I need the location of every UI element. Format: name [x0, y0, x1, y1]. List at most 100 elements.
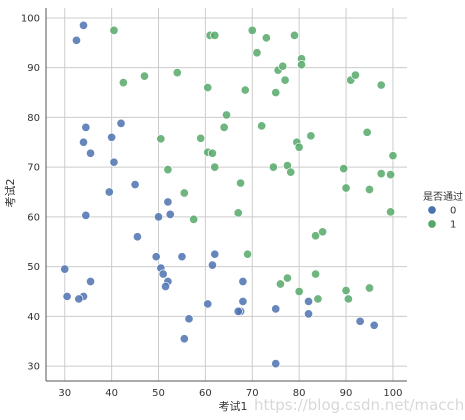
data-point-series-0: [132, 232, 142, 242]
y-tick-label: 30: [27, 362, 40, 373]
data-point-series-1: [364, 184, 375, 195]
data-point-series-1: [296, 60, 307, 70]
data-point-series-0: [163, 197, 173, 207]
data-point-series-1: [282, 273, 292, 283]
data-point-series-1: [343, 294, 353, 304]
data-point-series-1: [376, 80, 386, 90]
data-point-series-0: [78, 20, 89, 30]
data-point-series-0: [179, 334, 189, 344]
data-point-series-0: [177, 252, 187, 262]
data-point-series-0: [210, 249, 220, 259]
data-point-series-0: [271, 359, 281, 369]
y-tick-label: 60: [27, 212, 40, 223]
data-point-series-1: [311, 231, 321, 241]
legend-label-0: 0: [450, 206, 456, 217]
data-point-series-1: [271, 87, 281, 98]
data-point-series-1: [210, 162, 220, 172]
grid: [46, 8, 407, 381]
data-point-series-1: [386, 170, 396, 180]
data-point-series-1: [261, 33, 271, 43]
data-point-series-1: [156, 134, 166, 144]
data-point-series-0: [233, 306, 243, 316]
data-point-series-1: [376, 169, 386, 179]
data-point-series-1: [294, 286, 304, 297]
x-tick-label: 70: [246, 388, 259, 399]
data-point-series-0: [238, 296, 248, 306]
data-point-series-1: [203, 83, 213, 93]
data-point-series-0: [165, 209, 175, 219]
data-point-series-0: [303, 309, 314, 319]
data-point-series-1: [364, 283, 375, 293]
data-point-series-1: [219, 122, 229, 132]
legend: 是否通过 0 1: [423, 190, 463, 231]
y-axis-ticks: 30 40 50 60 70 80 90 100: [21, 13, 40, 372]
x-tick-label: 80: [293, 388, 306, 399]
data-point-series-0: [158, 269, 168, 279]
data-point-series-0: [85, 148, 96, 158]
data-point-series-1: [318, 227, 328, 237]
data-point-series-0: [60, 264, 70, 274]
x-axis-label: 考试1: [219, 400, 248, 413]
data-point-series-1: [207, 148, 217, 158]
y-tick-label: 40: [27, 312, 40, 323]
data-point-series-0: [104, 187, 114, 197]
data-point-series-1: [286, 167, 296, 177]
data-points: [60, 20, 398, 369]
x-axis-ticks: 30 40 50 60 70 80 90 100: [58, 388, 402, 399]
data-point-series-1: [278, 61, 288, 71]
data-point-series-0: [62, 291, 72, 302]
data-point-series-1: [386, 207, 396, 217]
data-point-series-1: [236, 178, 246, 188]
data-point-series-0: [151, 252, 161, 262]
data-point-series-0: [71, 35, 82, 45]
axes-spines: [45, 8, 407, 382]
data-point-series-1: [247, 25, 257, 35]
data-point-series-1: [163, 165, 173, 175]
data-point-series-0: [238, 276, 248, 287]
data-point-series-0: [184, 314, 194, 324]
data-point-series-1: [189, 214, 199, 224]
data-point-series-1: [196, 133, 206, 143]
data-point-series-1: [139, 71, 150, 81]
data-point-series-1: [350, 70, 360, 80]
data-point-series-0: [161, 281, 171, 292]
watermark-text: https://blog.csdn.net/macchet: [254, 396, 465, 414]
data-point-series-1: [306, 131, 316, 141]
data-point-series-1: [275, 279, 285, 289]
data-point-series-1: [341, 285, 351, 296]
data-point-series-1: [268, 162, 278, 172]
legend-label-1: 1: [450, 220, 456, 231]
y-axis-label: 考试2: [4, 179, 17, 208]
data-point-series-1: [311, 269, 321, 279]
data-point-series-0: [81, 210, 91, 220]
data-point-series-0: [203, 299, 213, 309]
data-point-series-1: [240, 85, 250, 95]
data-point-series-0: [130, 180, 140, 190]
data-point-series-1: [118, 78, 128, 88]
data-point-series-1: [233, 208, 243, 218]
data-point-series-1: [172, 68, 182, 78]
data-point-series-1: [257, 121, 267, 131]
legend-title: 是否通过: [423, 190, 463, 203]
data-point-series-0: [355, 316, 365, 326]
data-point-series-0: [78, 137, 89, 147]
x-tick-label: 90: [340, 388, 353, 399]
data-point-series-1: [388, 151, 398, 161]
y-tick-label: 70: [27, 163, 40, 174]
data-point-series-1: [109, 25, 119, 35]
data-point-series-0: [207, 260, 217, 270]
legend-swatch-1: [427, 219, 437, 229]
data-point-series-1: [339, 164, 349, 174]
data-point-series-0: [271, 304, 281, 314]
data-point-series-0: [74, 294, 84, 304]
y-tick-label: 80: [27, 113, 40, 124]
y-tick-label: 90: [27, 63, 40, 74]
y-tick-label: 100: [21, 13, 40, 24]
data-point-series-1: [294, 142, 304, 152]
data-point-series-1: [313, 294, 323, 304]
x-tick-label: 40: [105, 388, 118, 399]
data-point-series-1: [362, 127, 372, 137]
data-point-series-1: [289, 30, 300, 40]
data-point-series-0: [116, 118, 126, 128]
